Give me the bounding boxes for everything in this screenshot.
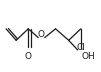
Text: Cl: Cl	[76, 43, 85, 52]
Text: O: O	[25, 52, 32, 61]
Text: O: O	[38, 30, 45, 39]
Text: OH: OH	[82, 52, 96, 61]
